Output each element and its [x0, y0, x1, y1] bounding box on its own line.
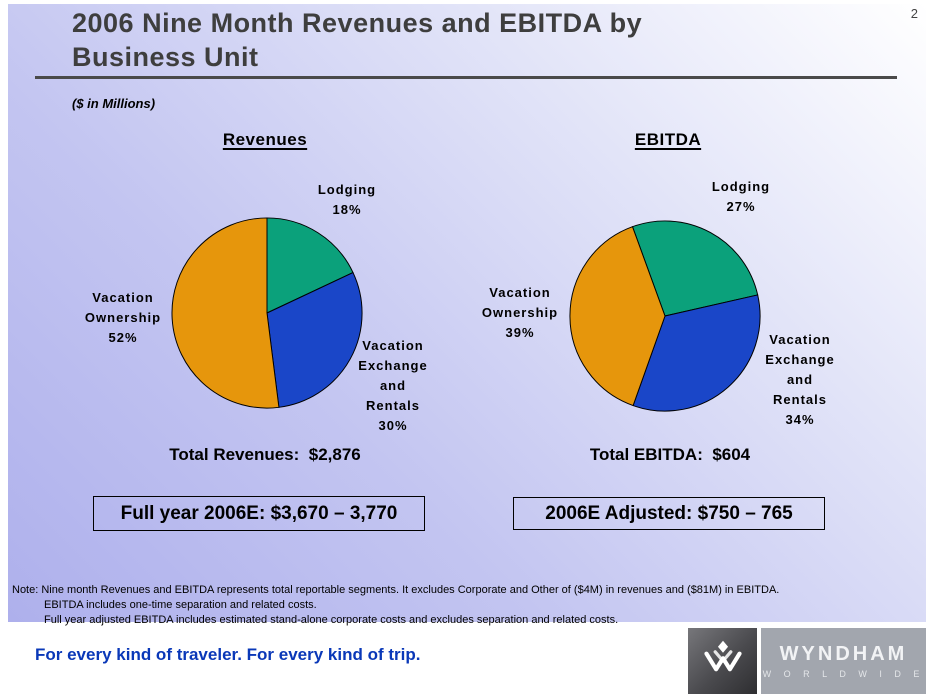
- wyndham-w-icon: [703, 640, 742, 672]
- title-divider: [35, 76, 897, 79]
- revenues-vacation-ownership-label: Vacation Ownership 52%: [84, 290, 162, 345]
- logo-brand-text: WYNDHAM: [779, 643, 908, 665]
- pie-slice-vacation-exchange-and-rentals: [632, 294, 761, 412]
- pie-slice-vacation-ownership: [569, 226, 666, 407]
- wyndham-logo-mark: [688, 628, 757, 694]
- ebitda-vacation-ownership-label: Vacation Ownership 39%: [481, 285, 559, 340]
- footnote-line-1: Note: Nine month Revenues and EBITDA rep…: [12, 584, 780, 596]
- brand-tagline: For every kind of traveler. For every ki…: [35, 645, 421, 664]
- logo-subbrand-text: W O R L D W I D E: [762, 669, 925, 679]
- revenues-vacation-exchange-rentals-label: Vacation Exchange and Rentals 30%: [358, 338, 428, 433]
- revenues-lodging-label: Lodging 18%: [317, 182, 377, 217]
- ebitda-lodging-label: Lodging 27%: [711, 179, 771, 214]
- ebitda-vacation-exchange-rentals-label: Vacation Exchange and Rentals 34%: [765, 332, 835, 427]
- footnote-line-2: EBITDA includes one-time separation and …: [44, 599, 317, 611]
- footnote-block: Note: Nine month Revenues and EBITDA rep…: [12, 583, 912, 628]
- units-label: ($ in Millions): [72, 96, 156, 111]
- full-year-revenues-estimate-box: Full year 2006E: $3,670 – 3,770: [93, 496, 425, 531]
- pie-slice-vacation-exchange-and-rentals: [266, 271, 363, 408]
- ebitda-pie-chart: [569, 220, 761, 412]
- pie-slice-lodging: [266, 217, 354, 314]
- revenues-pie-chart: [171, 217, 363, 409]
- revenues-chart-title: Revenues: [222, 130, 308, 149]
- pie-slice-vacation-ownership: [171, 217, 280, 409]
- slide-background: [8, 4, 926, 622]
- adjusted-ebitda-estimate-box: 2006E Adjusted: $750 – 765: [513, 497, 825, 530]
- footnote-line-3: Full year adjusted EBITDA includes estim…: [44, 614, 619, 626]
- wyndham-logo-wordmark: WYNDHAM W O R L D W I D E: [761, 628, 926, 694]
- total-ebitda-line: Total EBITDA: $604: [589, 445, 751, 464]
- page-number: 2: [910, 6, 918, 21]
- pie-slice-lodging: [631, 220, 759, 317]
- ebitda-chart-title: EBITDA: [634, 130, 702, 149]
- slide-title: 2006 Nine Month Revenues and EBITDA by B…: [72, 8, 643, 72]
- total-revenues-line: Total Revenues: $2,876: [169, 445, 361, 464]
